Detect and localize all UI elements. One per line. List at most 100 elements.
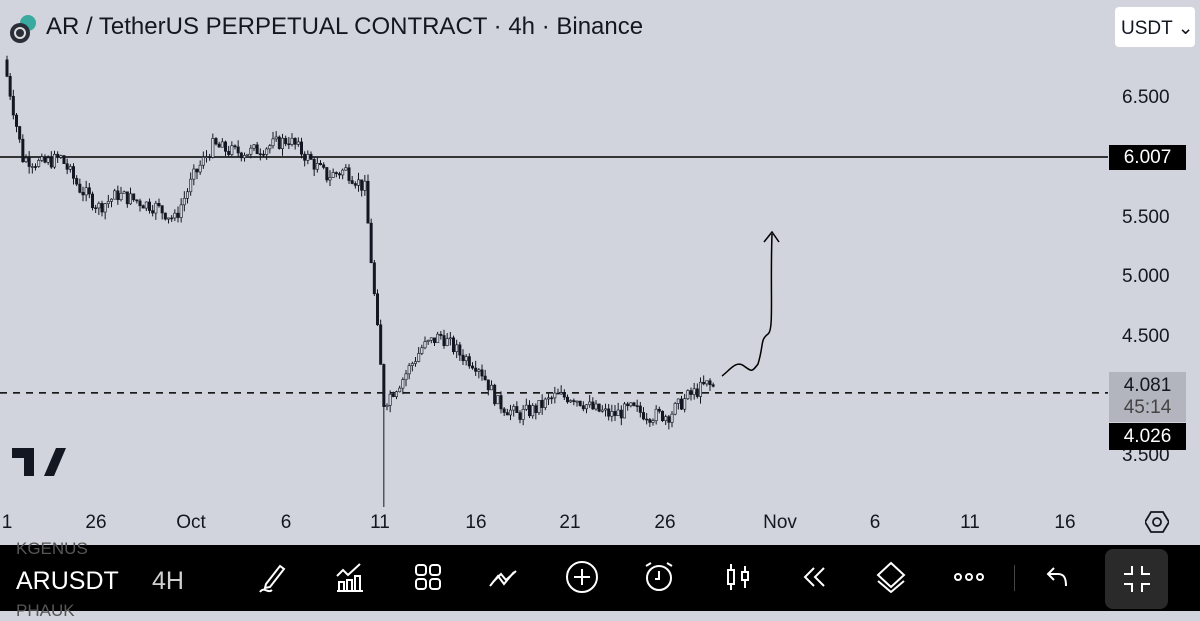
price-tick: 3.500 (1122, 445, 1170, 466)
candle-body (56, 153, 60, 158)
time-tick: 26 (85, 512, 107, 533)
price-chart[interactable] (0, 0, 1200, 545)
chevron-down-icon: ⌄ (1177, 18, 1194, 39)
candle-body (461, 354, 465, 362)
candle-body (470, 365, 474, 369)
candle-body (331, 172, 335, 178)
candle-body (607, 408, 611, 417)
candle-body (695, 388, 699, 397)
candle-body (40, 156, 44, 161)
candle-body (170, 217, 174, 220)
candle-body (594, 403, 598, 410)
settings-icon[interactable] (1145, 510, 1169, 534)
candle-body (702, 381, 706, 385)
candle-body (572, 400, 576, 402)
candle-body (100, 203, 104, 213)
candle-body (692, 388, 696, 395)
undo-icon[interactable] (1042, 560, 1076, 594)
currency-dropdown[interactable]: USDT ⌄ (1115, 7, 1195, 47)
candle-body (315, 163, 319, 170)
replay-icon[interactable] (798, 560, 832, 594)
candle-body (97, 203, 101, 209)
candle-body (556, 392, 560, 395)
layers-icon[interactable] (874, 560, 908, 594)
candle-body (293, 137, 297, 145)
candle-body (239, 152, 243, 159)
candle-body (575, 400, 579, 403)
candle-body (277, 136, 281, 149)
price-tick: 6.500 (1122, 87, 1170, 108)
candle-body (638, 405, 642, 413)
candle-body (616, 409, 620, 416)
candle-body (445, 338, 449, 346)
candle-countdown: 45:14 (1123, 397, 1172, 418)
candle-body (8, 76, 12, 97)
candle-body (322, 164, 326, 168)
timeframe-button[interactable]: 4H (152, 567, 184, 595)
layout-grid-icon[interactable] (411, 560, 445, 594)
candle-body (110, 198, 114, 202)
candle-body (426, 339, 430, 342)
candle-body (75, 178, 79, 185)
candle-body (151, 210, 155, 214)
candle-body (21, 138, 25, 163)
bottom-toolbar: KGENUS PHAUK ARUSDT 4H (0, 539, 1200, 620)
candle-body (243, 155, 247, 159)
candle-body (423, 341, 427, 349)
candle-body (388, 393, 392, 406)
candle-body (265, 148, 269, 155)
alarm-icon[interactable] (642, 560, 676, 594)
candle-body (417, 353, 421, 362)
candle-body (274, 136, 278, 140)
candle-body (420, 347, 424, 354)
level-price-label: 6.007 (1109, 145, 1186, 170)
time-tick: 16 (465, 512, 487, 533)
candle-body (227, 151, 231, 155)
price-tick: 4.500 (1122, 326, 1170, 347)
chart-title: AR / TetherUS PERPETUAL CONTRACT · 4h · … (46, 13, 644, 40)
candle-body (148, 201, 152, 211)
candle-body (540, 400, 544, 408)
candle-body (192, 168, 196, 180)
add-icon[interactable] (565, 560, 599, 594)
candle-body (635, 405, 639, 407)
candle-body (135, 199, 139, 202)
candle-body (527, 404, 531, 417)
candle-body (641, 412, 645, 420)
candle-body (584, 404, 588, 410)
fullscreen-exit-button[interactable] (1105, 549, 1168, 609)
candle-body (543, 398, 547, 408)
candle-body (626, 403, 630, 407)
candle-body (622, 403, 626, 419)
candle-body (52, 153, 56, 168)
compare-icon[interactable] (487, 560, 521, 594)
indicators-icon[interactable] (333, 560, 367, 594)
watchlist-ghost-item: PHAUK (16, 601, 75, 620)
candle-body (394, 391, 398, 397)
candle-body (113, 190, 117, 200)
candles-icon[interactable] (722, 560, 756, 594)
candle-body (214, 138, 218, 145)
candle-body (451, 337, 455, 353)
candle-body (255, 144, 259, 155)
more-icon[interactable] (952, 560, 986, 594)
candle-body (341, 169, 345, 176)
candle-body (581, 405, 585, 410)
symbol-button[interactable]: ARUSDT (16, 567, 119, 595)
price-tick: 5.000 (1122, 266, 1170, 287)
candle-body (72, 166, 76, 179)
candle-body (559, 392, 563, 395)
candle-body (486, 379, 490, 391)
candle-body (65, 163, 69, 170)
candle-body (474, 367, 478, 372)
candle-body (205, 156, 209, 158)
candle-body (679, 398, 683, 410)
candle-body (524, 404, 528, 410)
candle-body (224, 141, 228, 152)
candle-body (138, 200, 142, 207)
pencil-icon[interactable] (256, 560, 290, 594)
hand-drawn-arrow[interactable] (721, 230, 780, 377)
last-price: 4.081 (1123, 375, 1172, 396)
candle-body (382, 364, 386, 407)
candle-body (660, 410, 664, 421)
